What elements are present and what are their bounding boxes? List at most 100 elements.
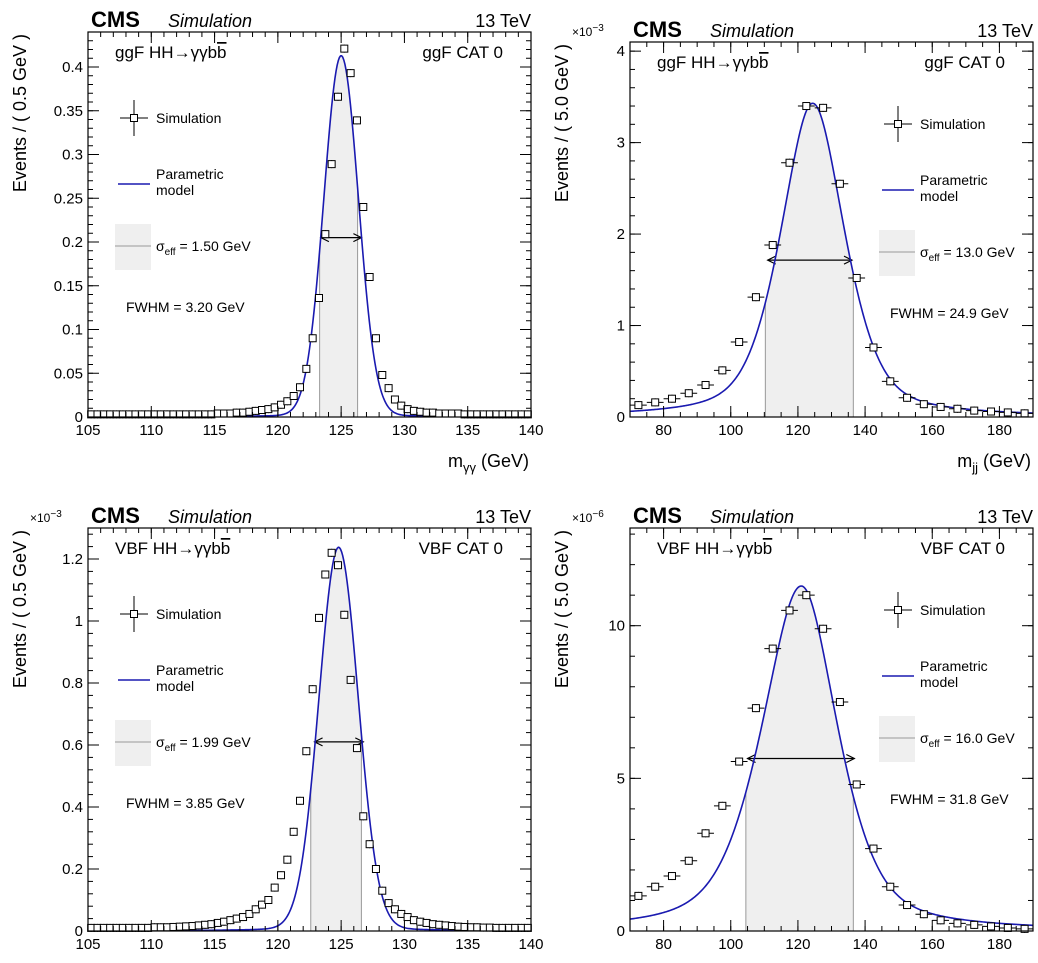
legend-simulation-marker (894, 120, 902, 128)
legend-model-label-2: model (156, 182, 194, 198)
data-point (713, 801, 731, 810)
legend-model-label-2: model (920, 674, 958, 690)
data-point (144, 410, 153, 419)
data-point-marker (970, 920, 979, 929)
data-point-marker (384, 384, 393, 393)
data-point (245, 909, 254, 918)
data-point (764, 644, 782, 653)
data-point (390, 395, 399, 404)
data-point-marker (684, 856, 693, 865)
x-tick-label: 100 (718, 422, 743, 439)
legend-sigma-sub: eff (165, 247, 176, 258)
data-point-marker (251, 905, 260, 914)
data-point (814, 624, 832, 633)
y-axis-exponent: ×10−3 (572, 23, 604, 39)
data-point (680, 389, 698, 398)
data-point-marker (296, 383, 305, 392)
data-point-marker (667, 872, 676, 881)
legend-fwhm-label: FWHM = 24.9 GeV (890, 305, 1009, 321)
y-axis-exponent-base: ×10 (30, 511, 51, 525)
data-point (258, 900, 267, 909)
data-point (340, 44, 349, 53)
data-point (781, 606, 798, 615)
legend-sigma-symbol: σ (156, 734, 165, 750)
data-point (630, 891, 647, 900)
legend-simulation-label: Simulation (920, 116, 985, 132)
data-point-marker (701, 380, 710, 389)
y-tick-label: 0.8 (62, 675, 83, 692)
data-point-marker (340, 610, 349, 619)
y-tick-label: 0.15 (54, 278, 83, 295)
x-tick-label: 135 (455, 936, 480, 953)
parametric-model-curve (630, 585, 1033, 927)
legend-sigma-eff-label: σeff = 16.0 GeV (920, 730, 1015, 750)
data-point (747, 293, 765, 302)
data-point (251, 905, 260, 914)
parametric-model-curve (88, 54, 531, 417)
data-point-marker (270, 883, 279, 892)
data-point-marker (1003, 923, 1012, 932)
data-point (384, 384, 393, 393)
data-point (646, 882, 664, 891)
data-point-marker (802, 102, 811, 111)
data-point-marker (365, 840, 374, 849)
data-point (713, 366, 731, 375)
data-point-marker (987, 922, 996, 931)
data-point-marker (869, 343, 878, 352)
x-axis-label-sub: γγ (463, 460, 477, 475)
y-tick-label: 0 (75, 923, 83, 940)
data-point (949, 919, 966, 928)
legend-sigma-box (879, 716, 915, 762)
data-point-marker (735, 757, 744, 766)
legend-simulation-marker (894, 606, 902, 614)
data-point (327, 160, 336, 169)
y-axis-exponent-power: −3 (50, 509, 62, 520)
data-point (384, 899, 393, 908)
legend-sigma-eff-label: σeff = 13.0 GeV (920, 244, 1015, 264)
data-point-marker (651, 882, 660, 891)
data-point-marker (371, 334, 380, 343)
x-tick-label: 160 (920, 422, 945, 439)
energy-label: 13 TeV (977, 507, 1033, 527)
data-point (848, 780, 866, 789)
data-point-marker (701, 829, 710, 838)
y-tick-label: 1 (75, 613, 83, 630)
data-point (999, 408, 1017, 417)
data-point-marker (359, 812, 368, 821)
x-tick-label: 120 (265, 422, 290, 439)
data-point (1016, 924, 1033, 933)
data-point (949, 404, 966, 413)
y-tick-label: 0.2 (62, 234, 83, 251)
data-point (965, 920, 983, 929)
y-axis-label: Events / ( 5.0 GeV ) (552, 530, 572, 688)
y-axis-exponent: ×10−3 (30, 509, 62, 525)
data-point (340, 610, 349, 619)
sigma-eff-band (310, 547, 362, 931)
data-point-marker (378, 886, 387, 895)
data-point-marker (289, 392, 298, 400)
data-point (898, 393, 916, 402)
data-point (302, 747, 311, 756)
data-point-marker (327, 160, 336, 169)
data-point-marker (785, 606, 794, 615)
data-point-marker (308, 685, 317, 694)
data-point-marker (283, 397, 292, 406)
legend-simulation-marker (130, 610, 138, 618)
x-tick-label: 180 (987, 422, 1012, 439)
data-point-marker (1003, 408, 1012, 417)
legend-fwhm-label: FWHM = 3.20 GeV (126, 299, 245, 315)
data-point (865, 343, 882, 352)
x-tick-label: 140 (518, 936, 543, 953)
data-point (333, 561, 342, 570)
data-point-marker (785, 158, 794, 167)
energy-label: 13 TeV (475, 11, 531, 31)
x-tick-label: 125 (329, 422, 354, 439)
data-point-marker (327, 548, 336, 557)
x-tick-label: 80 (655, 936, 672, 953)
data-point (747, 704, 765, 713)
x-tick-label: 115 (203, 422, 227, 439)
y-tick-label: 0.4 (62, 799, 83, 816)
data-point (327, 548, 336, 557)
